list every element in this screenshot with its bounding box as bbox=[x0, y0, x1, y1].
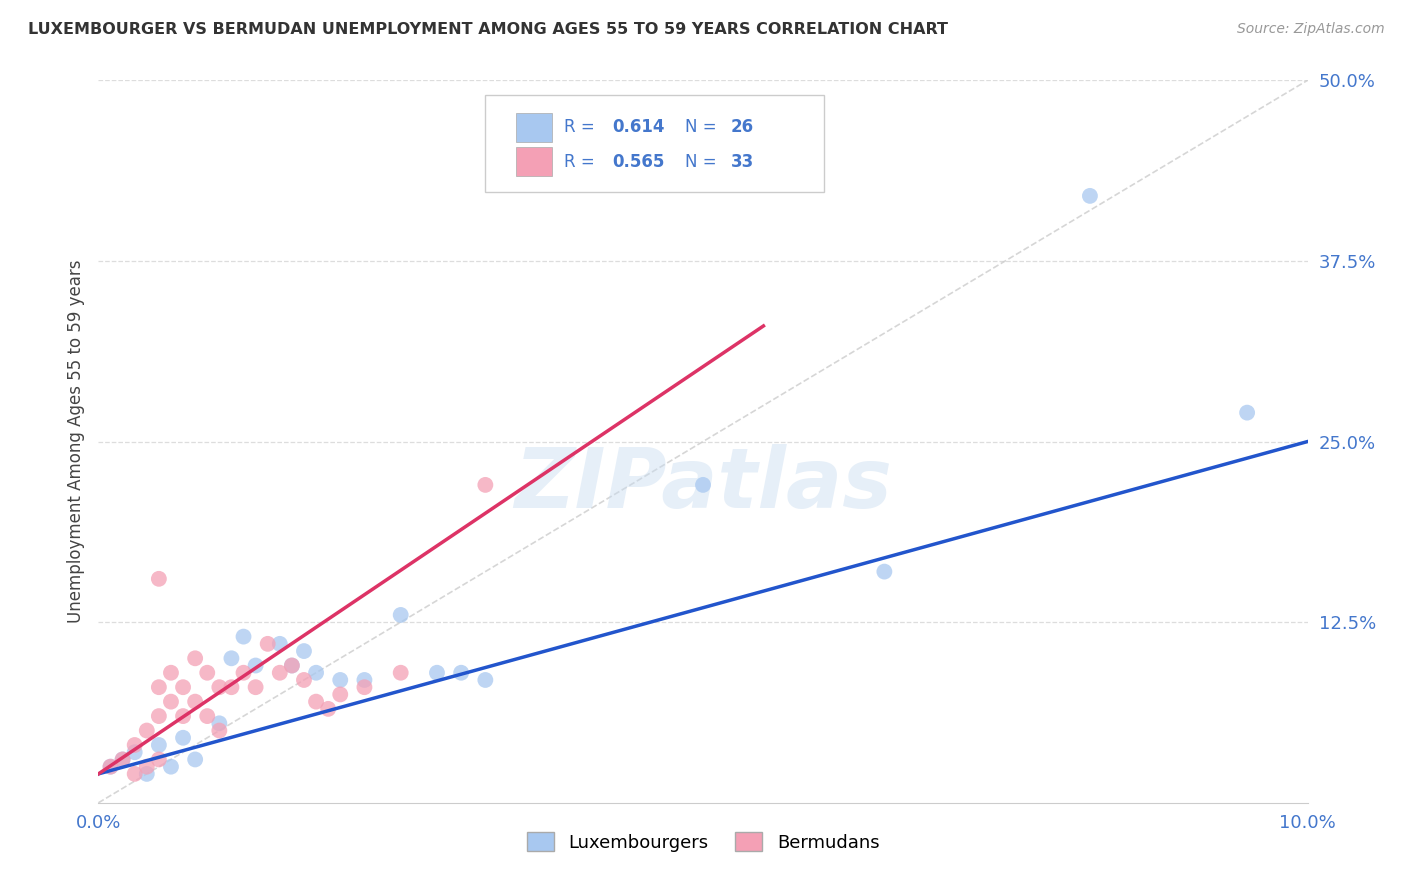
Point bbox=[389, 665, 412, 680]
Point bbox=[208, 723, 231, 738]
Point bbox=[184, 752, 207, 766]
Point bbox=[148, 572, 170, 586]
Text: R =: R = bbox=[564, 119, 600, 136]
Text: R =: R = bbox=[564, 153, 600, 171]
Point bbox=[208, 680, 231, 694]
Bar bbox=[516, 112, 551, 142]
Text: 26: 26 bbox=[731, 119, 754, 136]
Point bbox=[184, 651, 207, 665]
Point bbox=[111, 752, 134, 766]
Point bbox=[1236, 406, 1258, 420]
Point bbox=[329, 673, 352, 687]
Text: N =: N = bbox=[685, 119, 721, 136]
Point bbox=[111, 752, 134, 766]
Point bbox=[873, 565, 896, 579]
Text: 0.614: 0.614 bbox=[613, 119, 665, 136]
Point bbox=[100, 760, 122, 774]
Point bbox=[172, 709, 194, 723]
Point bbox=[305, 695, 328, 709]
Text: Source: ZipAtlas.com: Source: ZipAtlas.com bbox=[1237, 22, 1385, 37]
Point bbox=[221, 680, 243, 694]
Point bbox=[148, 680, 170, 694]
Point bbox=[100, 760, 122, 774]
Point bbox=[208, 716, 231, 731]
Point bbox=[292, 673, 315, 687]
Point bbox=[160, 760, 183, 774]
Point bbox=[221, 651, 243, 665]
Point bbox=[148, 738, 170, 752]
Point bbox=[135, 767, 157, 781]
Point bbox=[281, 658, 304, 673]
Point bbox=[195, 709, 218, 723]
Point bbox=[135, 723, 157, 738]
Point bbox=[172, 731, 194, 745]
Legend: Luxembourgers, Bermudans: Luxembourgers, Bermudans bbox=[519, 825, 887, 859]
Text: ZIPatlas: ZIPatlas bbox=[515, 444, 891, 525]
Point bbox=[1078, 189, 1101, 203]
Point bbox=[195, 665, 218, 680]
Point bbox=[148, 752, 170, 766]
Point bbox=[245, 658, 267, 673]
Point bbox=[184, 695, 207, 709]
Point bbox=[172, 680, 194, 694]
Y-axis label: Unemployment Among Ages 55 to 59 years: Unemployment Among Ages 55 to 59 years bbox=[66, 260, 84, 624]
Point bbox=[329, 687, 352, 701]
Point bbox=[426, 665, 449, 680]
Text: LUXEMBOURGER VS BERMUDAN UNEMPLOYMENT AMONG AGES 55 TO 59 YEARS CORRELATION CHAR: LUXEMBOURGER VS BERMUDAN UNEMPLOYMENT AM… bbox=[28, 22, 948, 37]
Bar bbox=[516, 147, 551, 177]
Point bbox=[305, 665, 328, 680]
Point bbox=[269, 637, 291, 651]
Text: 0.565: 0.565 bbox=[613, 153, 665, 171]
Point bbox=[353, 673, 375, 687]
Point bbox=[281, 658, 304, 673]
FancyBboxPatch shape bbox=[485, 95, 824, 193]
Point bbox=[353, 680, 375, 694]
Point bbox=[160, 665, 183, 680]
Point bbox=[269, 665, 291, 680]
Text: 33: 33 bbox=[731, 153, 754, 171]
Point bbox=[124, 767, 146, 781]
Point bbox=[292, 644, 315, 658]
Point bbox=[135, 760, 157, 774]
Point bbox=[389, 607, 412, 622]
Point bbox=[232, 665, 254, 680]
Point bbox=[474, 478, 496, 492]
Point bbox=[256, 637, 278, 651]
Point bbox=[124, 738, 146, 752]
Point bbox=[124, 745, 146, 759]
Point bbox=[692, 478, 714, 492]
Text: N =: N = bbox=[685, 153, 721, 171]
Point bbox=[245, 680, 267, 694]
Point bbox=[316, 702, 339, 716]
Point bbox=[232, 630, 254, 644]
Point bbox=[474, 673, 496, 687]
Point bbox=[450, 665, 472, 680]
Point bbox=[148, 709, 170, 723]
Point bbox=[160, 695, 183, 709]
